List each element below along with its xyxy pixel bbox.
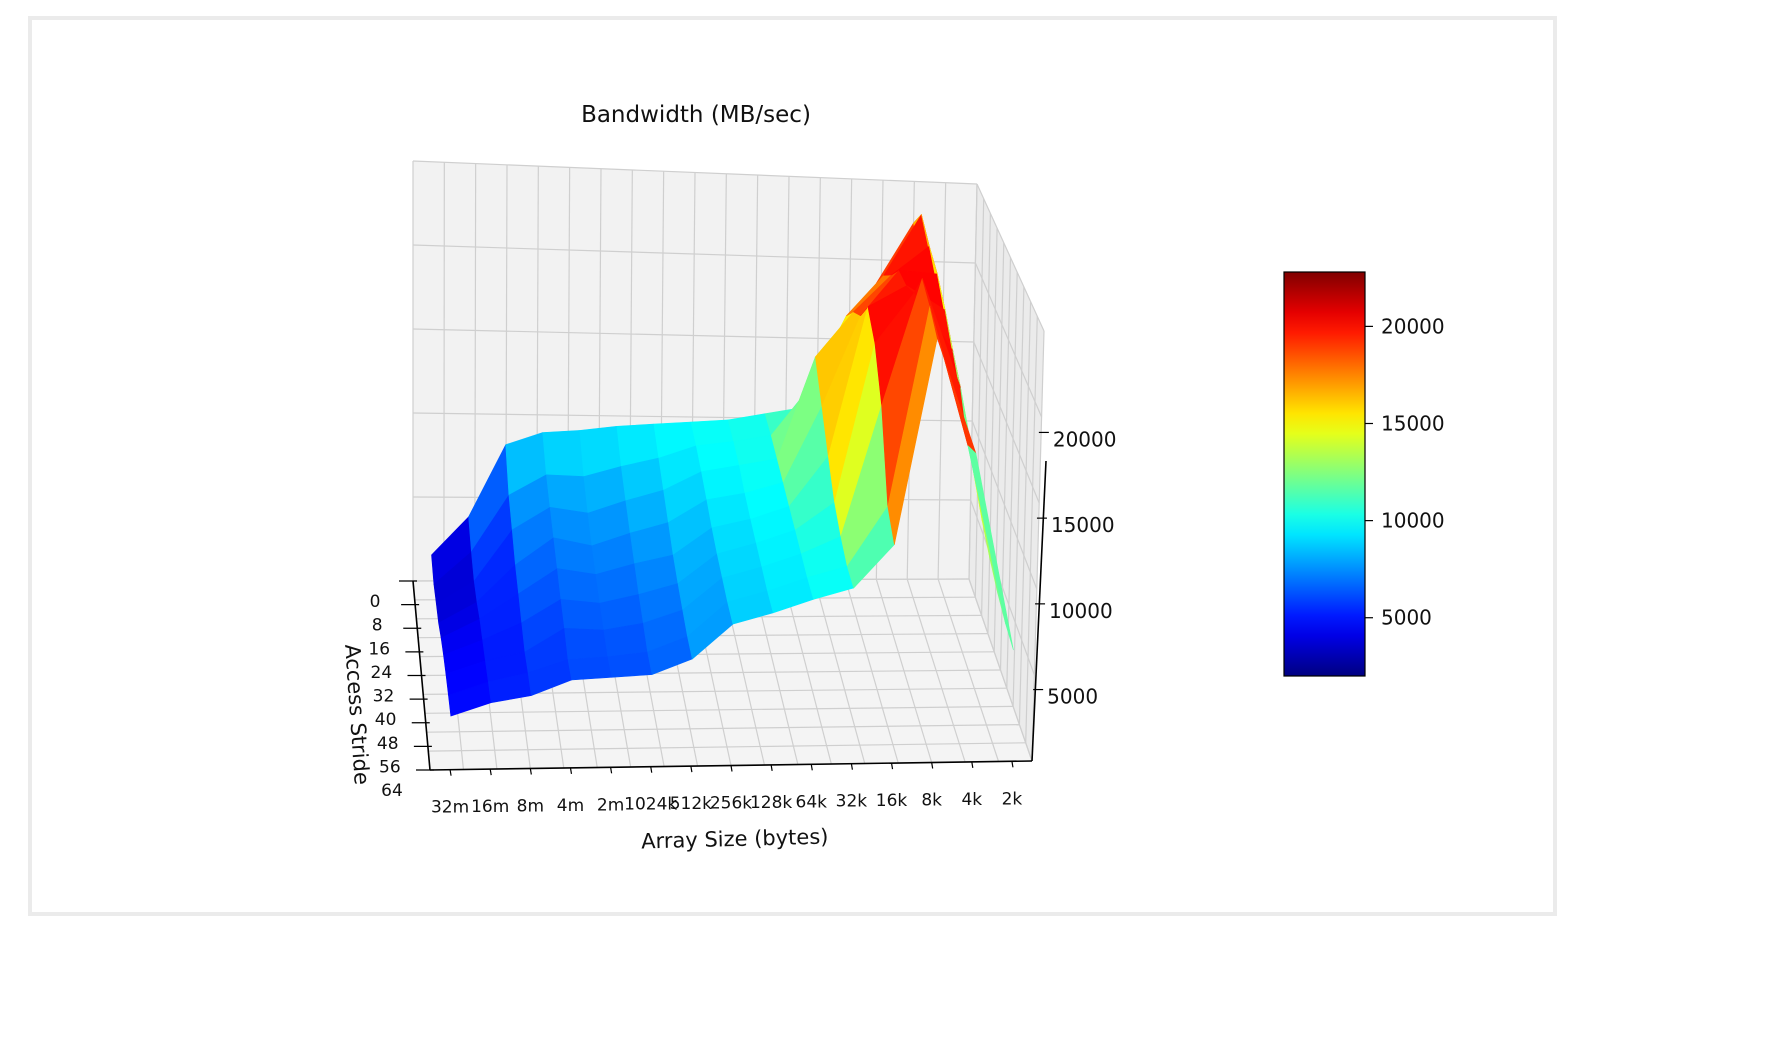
colorbar-tick-label: 5000 [1381, 606, 1432, 630]
surface-facet [567, 656, 613, 681]
x-tick-label: 4k [961, 790, 982, 810]
x-tick-label: 64k [796, 792, 828, 812]
x-tick-mark [529, 768, 532, 775]
x-tick-mark [971, 761, 974, 768]
grid-line-back-horizontal [412, 160, 978, 185]
x-tick-label: 32m [431, 798, 469, 818]
z-tick-label: 5000 [1047, 685, 1098, 709]
axis-lines [399, 431, 1049, 776]
y-tick-label: 32 [373, 687, 395, 707]
x-tick-mark [610, 767, 613, 774]
grid-line-back-vertical [937, 182, 947, 580]
z-tick-labels: 5000 10000 15000 20000 [1047, 427, 1116, 708]
x-tick-mark [770, 764, 773, 771]
grid-line-side-horizontal [974, 262, 1043, 418]
x-axis-label: Array Size (bytes) [641, 825, 829, 854]
surface-facet [560, 599, 605, 631]
surface-facet [556, 568, 601, 604]
colorbar-tick-label: 15000 [1381, 412, 1445, 436]
grid-line-side-horizontal [976, 183, 1045, 332]
z-axis-line [1031, 460, 1047, 762]
z-tick-label: 20000 [1053, 427, 1117, 451]
grid-line-side-vertical [1006, 272, 1018, 689]
grid-line-side-vertical [974, 198, 985, 598]
grid-line-floor-width [428, 742, 1026, 752]
x-tick-mark [810, 764, 813, 771]
x-tick-label: 512k [670, 794, 712, 814]
x-tick-label: 16k [876, 791, 908, 811]
grid-line-floor-width [424, 705, 1014, 714]
y-tick-label: 40 [375, 710, 397, 730]
surface-facet [607, 651, 653, 678]
x-tick-label: 8m [517, 797, 544, 817]
y-tick-label: 64 [381, 781, 403, 801]
surface-facet [690, 419, 735, 447]
x-tick-mark [890, 763, 894, 770]
x-tick-label: 16m [471, 797, 509, 817]
x-tick-label: 8k [921, 791, 942, 811]
x-tick-mark [650, 766, 653, 773]
grid-line-floor-width [426, 724, 1020, 733]
colorbar-tick-label: 10000 [1381, 509, 1445, 533]
grid-line-side-horizontal [973, 341, 1040, 504]
grid-line-side-horizontal [968, 578, 1033, 762]
x-tick-label: 128k [750, 793, 792, 813]
z-tick-label: 10000 [1049, 599, 1113, 623]
grid-line-side-vertical [1012, 286, 1025, 707]
x-tick-label: 2m [597, 795, 624, 815]
surface-facet [546, 474, 589, 514]
grid-line-side-horizontal [970, 499, 1035, 676]
x-tick-label: 1024k [624, 795, 677, 815]
y-tick-label: 56 [379, 757, 401, 777]
z-tick-label: 15000 [1051, 513, 1115, 537]
surface-mesh [431, 214, 1014, 717]
grid-line-side-vertical [968, 183, 978, 580]
surface-facet [564, 627, 609, 660]
chart-title: Bandwidth (MB/sec) [581, 102, 811, 128]
x-tick-label: 2k [1002, 789, 1023, 809]
grid-line-side-vertical [987, 228, 998, 634]
y-tick-label: 48 [377, 734, 399, 754]
x-tick-mark [730, 765, 733, 772]
y-tick-label: 0 [370, 592, 381, 612]
colorbar [1283, 271, 1366, 677]
grid-line-back-horizontal [412, 244, 976, 264]
grid-line-side-vertical [1025, 316, 1038, 743]
grid-line-side-vertical [1018, 301, 1032, 725]
x-tick-mark [449, 769, 452, 776]
x-tick-mark [1011, 761, 1014, 768]
colorbar-ticks: 5000 10000 15000 20000 [1365, 314, 1445, 630]
x-tick-label: 256k [710, 794, 752, 814]
figure-frame: Bandwidth (MB/sec) 32m 16m 8m 4m 2m 1024k 512k… [28, 16, 1557, 916]
colorbar-tick-label: 20000 [1381, 314, 1445, 338]
x-tick-label: 4m [557, 796, 584, 816]
surface-chart: Bandwidth (MB/sec) 32m 16m 8m 4m 2m 1024k512k… [340, 102, 1445, 854]
x-tick-mark [690, 766, 693, 773]
y-tick-label: 8 [372, 616, 383, 636]
y-tick-label: 16 [368, 639, 390, 659]
x-tick-mark [569, 767, 573, 774]
x-tick-mark [489, 769, 492, 776]
x-tick-label: 32k [836, 792, 868, 812]
y-axis-label: Access Stride [340, 643, 374, 785]
x-tick-mark [850, 763, 853, 770]
grid-line-side-horizontal [971, 420, 1038, 590]
y-tick-labels: 0 8 16 24 32 40 48 56 64 [368, 592, 402, 801]
x-tick-mark [931, 762, 934, 769]
grid-line-side-vertical [981, 213, 991, 616]
y-tick-label: 24 [371, 663, 393, 683]
surface-facet [967, 445, 1014, 651]
surface-facet [542, 430, 585, 477]
